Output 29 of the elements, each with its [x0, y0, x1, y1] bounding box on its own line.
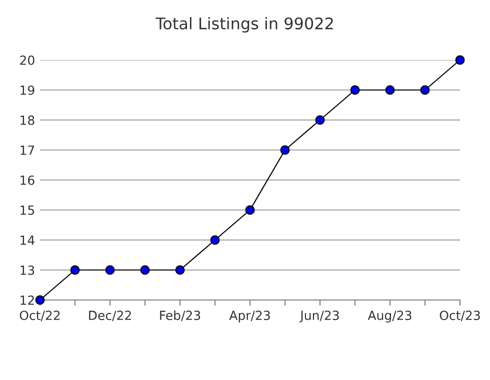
point — [280, 145, 290, 155]
x-tick-label: Dec/22 — [89, 310, 131, 322]
point — [210, 235, 220, 245]
y-tick-label: 18 — [20, 115, 34, 125]
y-tick-label: 17 — [20, 146, 34, 155]
y-tick-label: 14 — [20, 236, 34, 245]
y-tick-label: 13 — [20, 265, 34, 275]
y-tick-label: 15 — [20, 206, 34, 215]
point — [315, 115, 325, 125]
x-tick-label: Oct/23 — [440, 310, 480, 322]
point — [140, 265, 150, 275]
point — [420, 85, 430, 95]
point — [455, 55, 465, 65]
y-tick-label: 20 — [20, 55, 34, 65]
chart-title: Total Listings in 99022 — [156, 17, 333, 33]
point — [70, 265, 80, 275]
x-tick-label: Oct/22 — [20, 310, 60, 322]
y-tick-label: 19 — [20, 85, 34, 95]
point — [175, 265, 185, 275]
y-tick-label: 16 — [20, 175, 34, 185]
point — [385, 85, 395, 95]
x-tick-label: Feb/23 — [160, 310, 200, 322]
point — [245, 205, 255, 215]
x-tick-label: Aug/23 — [368, 310, 412, 323]
point — [105, 265, 115, 275]
x-tick-label: Jun/23 — [300, 310, 339, 322]
x-tick-label: Apr/23 — [229, 310, 270, 323]
point — [350, 85, 360, 95]
y-tick-label: 12 — [20, 295, 34, 305]
